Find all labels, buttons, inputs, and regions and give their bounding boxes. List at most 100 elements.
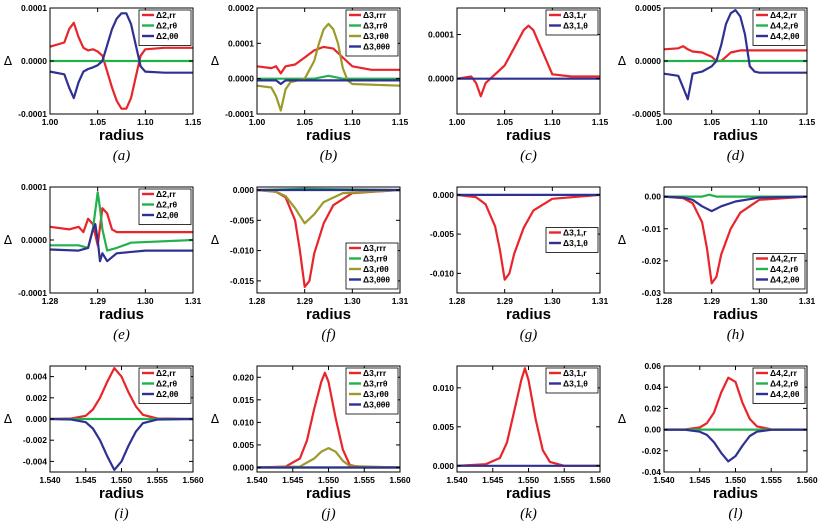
y-axis-label: Δ [4, 412, 13, 426]
legend-label: Δ4,2,rθ [770, 21, 799, 31]
x-tick-label: 1.15 [185, 117, 202, 127]
x-axis-label: radius [713, 485, 758, 502]
y-tick-label: 0.0002 [228, 3, 254, 13]
x-tick-label: 1.560 [182, 475, 204, 485]
x-tick-label: 1.28 [656, 296, 673, 306]
panel-l: 1.540 1.545 1.550 1.555 1.560 -0.04 -0.02 0.00 0… [618, 361, 818, 522]
legend-box [345, 367, 399, 415]
legend-label: Δ4,2,rr [770, 368, 798, 378]
x-tick-label: 1.10 [544, 117, 561, 127]
legend-label: Δ3,rrθ [363, 21, 388, 31]
legend-label: Δ2,rθ [156, 379, 178, 389]
legend-box [752, 9, 806, 46]
panel-caption: (g) [520, 327, 538, 343]
y-axis-label: Δ [618, 54, 627, 68]
y-tick-label: -0.0005 [632, 109, 661, 119]
x-axis-label: radius [99, 127, 144, 144]
legend: Δ3,1,rΔ3,1,θ [545, 367, 599, 394]
y-tick-label: -0.0001 [18, 288, 47, 298]
panel-e: 1.28 1.29 1.30 1.31 -0.0001 0.0000 0.0001 radiu… [4, 182, 202, 343]
x-tick-label: 1.10 [751, 117, 768, 127]
panel-f: 1.28 1.29 1.30 1.31 -0.015 -0.010 -0.005 0.000 r… [211, 185, 409, 343]
panel-caption: (a) [113, 148, 131, 164]
panel-g: 1.28 1.29 1.30 1.31 -0.010 -0.005 0.000 radius (… [430, 186, 609, 343]
x-tick-label: 1.545 [689, 475, 711, 485]
y-tick-label: 0.010 [233, 417, 255, 427]
legend-label: Δ3,1,θ [563, 379, 588, 389]
x-tick-label: 1.29 [296, 296, 313, 306]
panel-caption: (f) [321, 327, 335, 343]
x-tick-label: 1.00 [449, 117, 466, 127]
panel-caption: (c) [520, 148, 537, 164]
x-tick-label: 1.28 [449, 296, 466, 306]
panel-h: 1.28 1.29 1.30 1.31 -0.03 -0.02 -0.01 0.00 radiu… [618, 186, 816, 343]
y-tick-label: -0.0001 [18, 109, 47, 119]
legend-label: Δ3,rrr [363, 243, 387, 253]
y-tick-label: 0.015 [233, 395, 255, 405]
y-tick-label: 0.000 [433, 190, 455, 200]
legend-label: Δ4,2,rθ [770, 379, 799, 389]
legend-label: Δ3,θθθ [363, 42, 390, 52]
y-tick-label: 0.0001 [21, 3, 47, 13]
y-axis-label: Δ [618, 233, 627, 247]
y-tick-label: 0.0001 [21, 182, 47, 192]
panel-i: 1.540 1.545 1.550 1.555 1.560 -0.004 -0.002 0.0… [4, 365, 204, 522]
y-axis-label: Δ [4, 54, 13, 68]
x-axis-label: radius [99, 485, 144, 502]
x-tick-label: 1.560 [389, 475, 411, 485]
series-line-red [50, 367, 193, 421]
legend-label: Δ4,2,θθ [770, 31, 800, 41]
y-tick-label: 0.000 [233, 462, 255, 472]
legend-label: Δ2,θθ [156, 210, 179, 220]
x-tick-label: 1.555 [554, 475, 576, 485]
x-tick-label: 1.00 [249, 117, 266, 127]
x-tick-label: 1.05 [703, 117, 720, 127]
series-line-red [457, 193, 600, 281]
y-tick-label: 0.0005 [635, 3, 661, 13]
legend-label: Δ3,rrr [363, 368, 387, 378]
legend-label: Δ3,θθθ [363, 400, 390, 410]
legend-label: Δ3,rrθ [363, 379, 388, 389]
y-tick-label: 0.005 [433, 422, 455, 432]
legend-label: Δ2,rr [156, 368, 177, 378]
y-tick-label: 0.06 [644, 361, 661, 371]
legend-label: Δ2,rθ [156, 21, 178, 31]
x-tick-label: 1.31 [392, 296, 409, 306]
x-tick-label: 1.30 [344, 296, 361, 306]
plot-frame [663, 186, 808, 294]
x-tick-label: 1.05 [296, 117, 313, 127]
series-line-olive [257, 22, 400, 112]
y-tick-label: 0.000 [233, 185, 255, 195]
x-tick-label: 1.555 [147, 475, 169, 485]
x-tick-label: 1.28 [42, 296, 59, 306]
legend-label: Δ2,rr [156, 189, 177, 199]
y-tick-label: 0.004 [26, 372, 48, 382]
x-axis-label: radius [99, 306, 144, 323]
legend-label: Δ3,rrθ [363, 254, 388, 264]
y-tick-label: 0.010 [433, 383, 455, 393]
legend-label: Δ2,θθ [156, 31, 179, 41]
y-tick-label: -0.015 [230, 276, 254, 286]
panel-caption: (l) [728, 506, 742, 522]
y-tick-label: 0.000 [26, 414, 48, 424]
y-tick-label: 0.000 [433, 461, 455, 471]
y-tick-label: -0.010 [230, 246, 254, 256]
legend-label: Δ2,rr [156, 10, 177, 20]
legend-label: Δ3,rθθ [363, 31, 389, 41]
x-tick-label: 1.540 [446, 475, 468, 485]
x-tick-label: 1.555 [761, 475, 783, 485]
series-line-olive [257, 188, 400, 225]
series-line-blue [664, 428, 807, 463]
y-tick-label: 0.0000 [635, 56, 661, 66]
plot-frame [456, 7, 601, 115]
y-tick-label: 0.0001 [228, 38, 254, 48]
y-tick-label: -0.005 [230, 215, 254, 225]
legend-label: Δ4,2,θθ [770, 275, 800, 285]
legend-label: Δ3,1,r [563, 368, 587, 378]
legend-label: Δ3,rrr [363, 10, 387, 20]
x-tick-label: 1.29 [496, 296, 513, 306]
x-tick-label: 1.15 [392, 117, 409, 127]
